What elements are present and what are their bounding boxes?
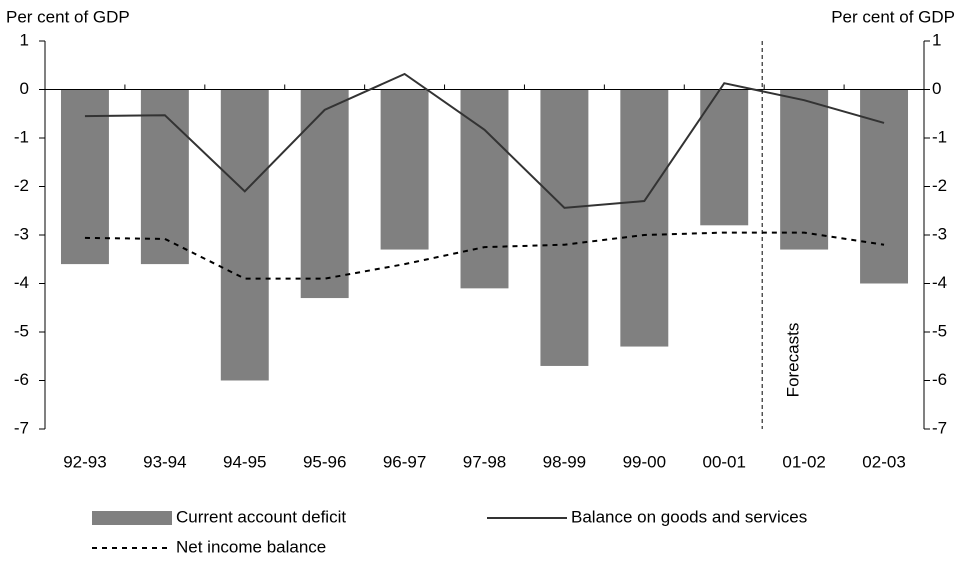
y2-tick-label: -5	[932, 321, 947, 340]
y2-tick-label: -1	[932, 127, 947, 146]
x-tick-label: 93-94	[143, 452, 186, 471]
y2-axis-label: Per cent of GDP	[831, 7, 955, 26]
x-tick-label: 99-00	[623, 452, 666, 471]
y-tick-label: -1	[14, 127, 29, 146]
bar	[300, 89, 349, 299]
legend-swatch	[92, 511, 172, 525]
bar	[700, 89, 749, 226]
bar	[620, 89, 669, 347]
legend-label: Balance on goods and services	[571, 507, 807, 526]
y-tick-label: -4	[14, 273, 29, 292]
x-tick-label: 94-95	[223, 452, 266, 471]
legend-label: Net income balance	[176, 537, 326, 556]
bar	[860, 89, 909, 284]
y-tick-label: -5	[14, 321, 29, 340]
y-tick-label: 1	[20, 30, 29, 49]
bar	[140, 89, 189, 265]
x-tick-label: 92-93	[63, 452, 106, 471]
bar	[460, 89, 509, 289]
legend-label: Current account deficit	[176, 507, 346, 526]
bar	[780, 89, 829, 250]
x-tick-label: 00-01	[702, 452, 745, 471]
y-tick-label: -2	[14, 176, 29, 195]
bar	[60, 89, 109, 265]
line	[84, 231, 885, 280]
x-tick-label: 01-02	[782, 452, 825, 471]
y-tick-label: -7	[14, 418, 29, 437]
y-tick-label: -3	[14, 224, 29, 243]
y-tick-label: -6	[14, 370, 29, 389]
y2-tick-label: 1	[932, 30, 941, 49]
bar	[540, 89, 589, 366]
y2-tick-label: -6	[932, 370, 947, 389]
x-tick-label: 96-97	[383, 452, 426, 471]
y2-tick-label: -3	[932, 224, 947, 243]
annotation: Forecasts	[784, 323, 803, 398]
y-tick-label: 0	[20, 79, 29, 98]
x-tick-label: 95-96	[303, 452, 346, 471]
x-tick-label: 98-99	[543, 452, 586, 471]
y2-tick-label: -7	[932, 418, 947, 437]
x-tick-label: 02-03	[862, 452, 905, 471]
y2-tick-label: -2	[932, 176, 947, 195]
bar	[380, 89, 429, 250]
y2-tick-label: 0	[932, 79, 941, 98]
y-axis-label: Per cent of GDP	[6, 7, 130, 26]
y2-tick-label: -4	[932, 273, 947, 292]
x-tick-label: 97-98	[463, 452, 506, 471]
line	[84, 72, 885, 209]
bar	[220, 89, 269, 381]
